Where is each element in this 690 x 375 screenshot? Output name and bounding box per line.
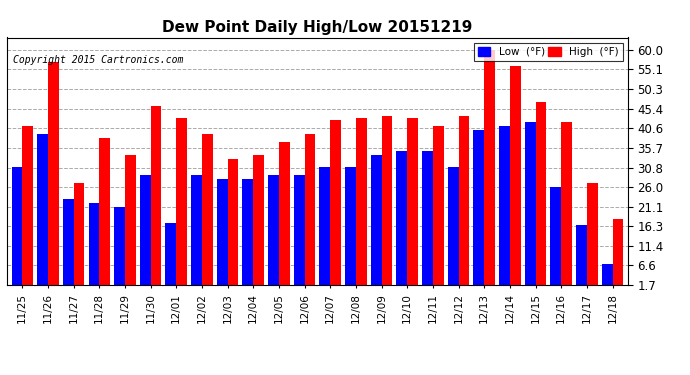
Bar bbox=[228, 159, 238, 285]
Bar bbox=[448, 167, 459, 285]
Bar bbox=[407, 118, 418, 285]
Bar bbox=[12, 167, 22, 285]
Bar bbox=[397, 150, 407, 285]
Bar bbox=[356, 118, 366, 285]
Bar bbox=[48, 62, 59, 285]
Legend: Low  (°F), High  (°F): Low (°F), High (°F) bbox=[474, 43, 622, 61]
Bar bbox=[114, 207, 125, 285]
Bar bbox=[176, 118, 187, 285]
Title: Dew Point Daily High/Low 20151219: Dew Point Daily High/Low 20151219 bbox=[162, 20, 473, 35]
Bar bbox=[294, 175, 304, 285]
Bar bbox=[217, 179, 228, 285]
Bar bbox=[499, 126, 510, 285]
Bar bbox=[37, 134, 48, 285]
Bar bbox=[22, 126, 33, 285]
Bar bbox=[586, 183, 598, 285]
Bar bbox=[613, 219, 623, 285]
Bar bbox=[88, 203, 99, 285]
Bar bbox=[279, 142, 290, 285]
Bar bbox=[433, 126, 444, 285]
Bar bbox=[331, 120, 341, 285]
Bar bbox=[535, 102, 546, 285]
Bar bbox=[319, 167, 331, 285]
Bar bbox=[268, 175, 279, 285]
Bar bbox=[551, 187, 561, 285]
Bar bbox=[382, 116, 393, 285]
Bar bbox=[602, 264, 613, 285]
Bar bbox=[242, 179, 253, 285]
Bar bbox=[510, 66, 521, 285]
Bar bbox=[473, 130, 484, 285]
Bar bbox=[576, 225, 586, 285]
Bar bbox=[166, 223, 176, 285]
Bar bbox=[371, 154, 382, 285]
Bar bbox=[524, 122, 535, 285]
Text: Copyright 2015 Cartronics.com: Copyright 2015 Cartronics.com bbox=[13, 55, 184, 65]
Bar bbox=[74, 183, 84, 285]
Bar bbox=[140, 175, 150, 285]
Bar bbox=[99, 138, 110, 285]
Bar bbox=[202, 134, 213, 285]
Bar bbox=[345, 167, 356, 285]
Bar bbox=[459, 116, 469, 285]
Bar bbox=[561, 122, 572, 285]
Bar bbox=[191, 175, 202, 285]
Bar bbox=[253, 154, 264, 285]
Bar bbox=[125, 154, 136, 285]
Bar bbox=[484, 50, 495, 285]
Bar bbox=[150, 106, 161, 285]
Bar bbox=[63, 199, 74, 285]
Bar bbox=[422, 150, 433, 285]
Bar bbox=[304, 134, 315, 285]
